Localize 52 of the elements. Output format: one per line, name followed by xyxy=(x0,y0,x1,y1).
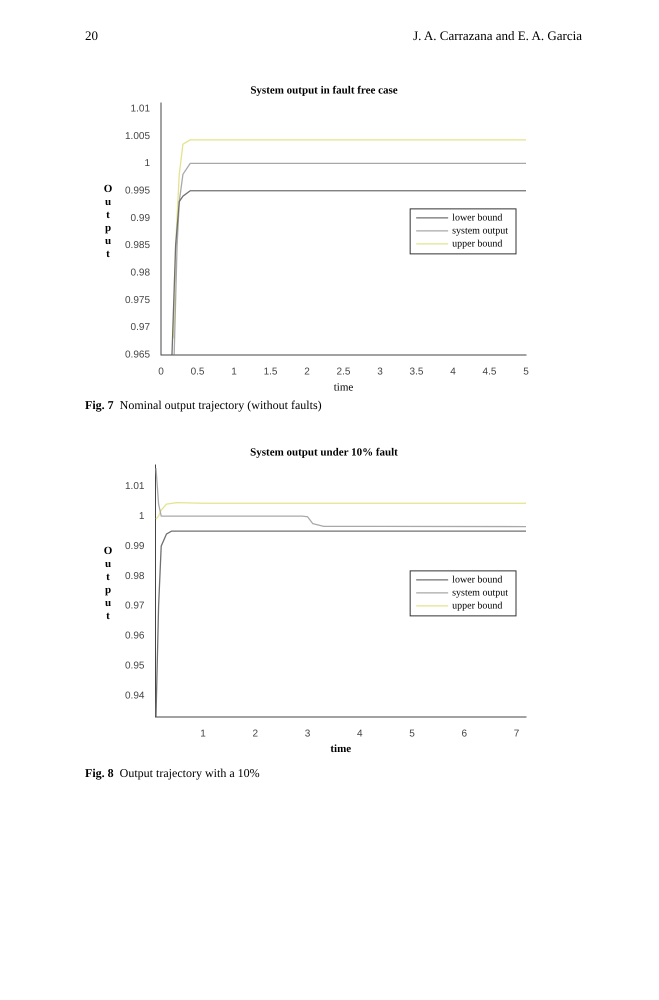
x-tick-label: 7 xyxy=(514,728,520,740)
x-tick-label: 5 xyxy=(409,728,416,740)
y-tick-label: 1.01 xyxy=(130,103,150,114)
y-tick-label: 0.975 xyxy=(124,294,150,306)
y-tick-label: 0.98 xyxy=(124,570,145,582)
x-tick-label: 1 xyxy=(200,728,206,740)
x-tick-label: 1.5 xyxy=(264,366,278,378)
y-tick-label: 1.01 xyxy=(124,480,145,492)
y-tick-label: 1.005 xyxy=(124,130,150,142)
x-tick-label: 6 xyxy=(462,728,468,740)
y-tick-label: 0.99 xyxy=(130,212,150,224)
x-tick-label: 0.5 xyxy=(190,366,205,378)
y-tick-label: 0.99 xyxy=(124,540,145,552)
x-tick-label: 2 xyxy=(252,728,258,740)
y-tick-label: 0.96 xyxy=(124,630,145,642)
y-tick-label: 1 xyxy=(138,510,145,522)
caption: Fig. 7 Nominal output trajectory (without faults) xyxy=(85,398,322,413)
x-tick-label: 5 xyxy=(523,366,530,378)
y-axis-title: Output xyxy=(102,545,114,623)
x-tick-label: 4 xyxy=(357,728,364,740)
chart-title: System output in fault free case xyxy=(250,84,398,96)
legend-label: upper bound xyxy=(452,238,502,250)
legend-label: system output xyxy=(452,587,508,598)
y-tick-label: 0.94 xyxy=(124,690,145,702)
text: J. A. Carrazana and E. A. Garcia xyxy=(413,28,582,44)
y-tick-label: 0.985 xyxy=(124,240,150,252)
y-axis-title: Output xyxy=(102,183,114,261)
x-tick-label: 0 xyxy=(158,366,164,378)
y-tick-label: 0.95 xyxy=(124,660,145,672)
x-tick-label: 3 xyxy=(377,366,384,378)
x-tick-label: 1 xyxy=(231,366,238,378)
x-tick-label: 2.5 xyxy=(336,366,351,378)
legend-label: lower bound xyxy=(452,574,502,586)
x-tick-label: 3.5 xyxy=(410,366,424,378)
y-tick-label: 0.965 xyxy=(124,350,150,361)
legend-label: system output xyxy=(452,225,508,236)
y-tick-label: 0.995 xyxy=(124,185,150,196)
y-tick-label: 0.97 xyxy=(130,322,150,334)
x-tick-label: 4 xyxy=(450,366,456,378)
x-tick-label: 4.5 xyxy=(482,366,497,378)
text: 20 xyxy=(85,28,98,44)
x-axis-title: time xyxy=(334,381,354,394)
legend-label: lower bound xyxy=(452,212,502,224)
x-tick-label: 2 xyxy=(304,366,310,378)
x-tick-label: 3 xyxy=(304,728,311,740)
y-tick-label: 0.98 xyxy=(130,268,150,279)
y-tick-label: 0.97 xyxy=(124,600,145,612)
x-axis-title: time xyxy=(330,743,352,756)
caption: Fig. 8 Output trajectory with a 10% xyxy=(85,766,260,781)
legend-label: upper bound xyxy=(452,600,502,612)
chart-title: System output under 10% fault xyxy=(250,446,398,458)
y-tick-label: 1 xyxy=(144,158,150,170)
